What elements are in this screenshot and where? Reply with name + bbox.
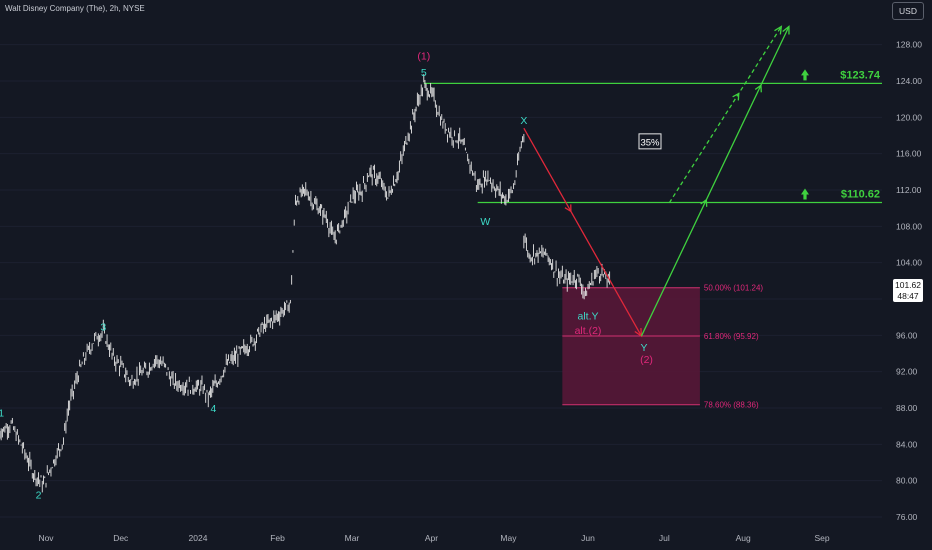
arrow-head-icon <box>700 198 708 207</box>
up-arrow-icon <box>801 69 809 81</box>
time-tick-label: Dec <box>113 533 129 543</box>
wave-label: alt.(2) <box>575 325 602 337</box>
wave-label: 1 <box>0 408 4 420</box>
price-tick-label: 112.00 <box>896 185 922 195</box>
price-tick-label: 76.00 <box>896 512 918 522</box>
currency-button[interactable]: USD <box>892 2 924 20</box>
probability-box <box>638 133 662 150</box>
target-level-label: $123.74 <box>840 69 881 81</box>
fib-zone: 50.00% (101.24) 61.80% (95.92) 78.60% (88.… <box>562 284 763 410</box>
last-price: 101.62 <box>895 280 921 290</box>
time-tick-label: Jun <box>581 533 595 543</box>
fib-level-label: 78.60% (88.36) <box>704 401 759 410</box>
fib-zone-box <box>562 287 700 405</box>
price-tick-label: 80.00 <box>896 476 918 486</box>
time-axis[interactable]: Nov Dec 2024 Feb Mar Apr May Jun Jul Aug Sep <box>38 533 829 543</box>
wave-label: 2 <box>36 489 42 501</box>
price-tick-label: 124.00 <box>896 76 922 86</box>
time-tick-label: Jul <box>659 533 670 543</box>
probability-label: 35% <box>640 137 660 148</box>
time-tick-label: Apr <box>425 533 438 543</box>
price-tick-label: 104.00 <box>896 258 922 268</box>
wave-label: 3 <box>100 321 106 333</box>
symbol-title: Walt Disney Company (The), 2h, NYSE <box>5 4 145 13</box>
arrow-head-icon <box>634 328 643 338</box>
price-tick-label: 120.00 <box>896 112 922 122</box>
price-tick-label: 128.00 <box>896 40 922 50</box>
bullish-path-line <box>640 26 790 337</box>
arrow-head-icon <box>782 25 790 35</box>
arrow-head-icon <box>774 25 783 35</box>
arrow-head-icon <box>754 84 762 93</box>
fib-level-label: 61.80% (95.92) <box>704 332 759 341</box>
price-tick-label: 96.00 <box>896 330 918 340</box>
price-tick-label: 108.00 <box>896 221 922 231</box>
bar-countdown: 48:47 <box>897 291 919 301</box>
fib-level-label: 50.00% (101.24) <box>704 284 763 293</box>
time-tick-label: May <box>500 533 517 543</box>
arrow-head-icon <box>564 204 572 213</box>
wave-label: X <box>520 115 527 127</box>
bearish-path-line <box>523 127 642 337</box>
time-tick-label: Sep <box>814 533 829 543</box>
wave-label: (2) <box>640 354 653 366</box>
price-series <box>0 74 611 493</box>
time-tick-label: Aug <box>736 533 751 543</box>
time-tick-label: Mar <box>345 533 360 543</box>
target-level-label: $110.62 <box>841 189 880 201</box>
grid <box>0 44 882 518</box>
wave-label: 5 <box>421 67 427 79</box>
arrow-head-icon <box>732 92 740 101</box>
time-tick-label: 2024 <box>189 533 208 543</box>
time-tick-label: Feb <box>270 533 285 543</box>
time-tick-label: Nov <box>38 533 54 543</box>
wave-label: 4 <box>210 403 216 415</box>
last-price-tag: 101.62 48:47 <box>893 279 923 302</box>
up-arrow-icon <box>801 188 809 200</box>
wave-label: (1) <box>417 51 430 63</box>
projection-paths: 35% <box>523 25 790 338</box>
price-tick-label: 92.00 <box>896 367 918 377</box>
wave-label: alt.Y <box>577 310 598 322</box>
wave-label: W <box>480 216 490 228</box>
price-tick-label: 88.00 <box>896 403 918 413</box>
wave-label: Y <box>640 342 647 354</box>
price-tick-label: 116.00 <box>896 149 922 159</box>
target-levels: $123.74 $110.62 <box>423 69 882 204</box>
price-tick-label: 84.00 <box>896 439 918 449</box>
